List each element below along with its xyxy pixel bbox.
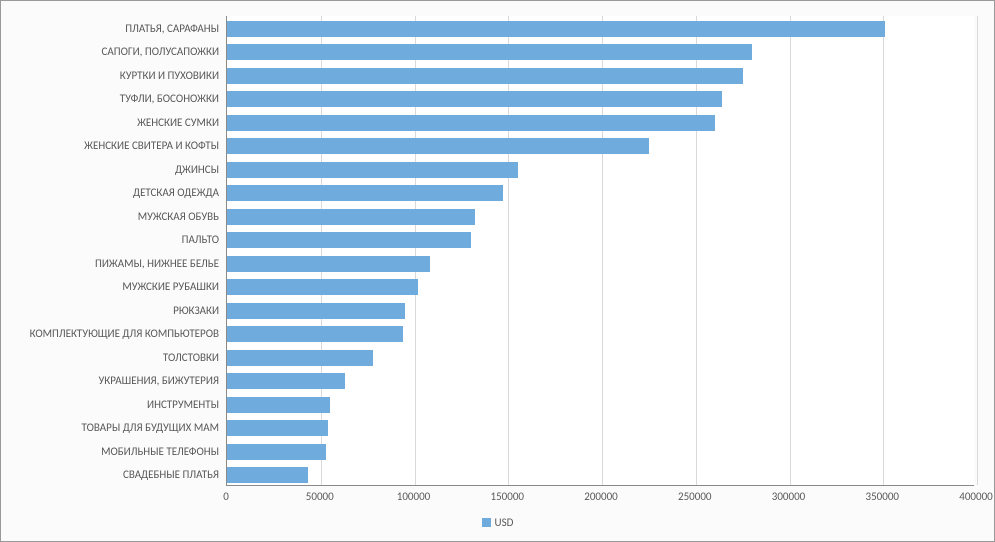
bar (227, 303, 405, 319)
bar (227, 373, 345, 389)
y-category-label: ДЖИНСЫ (0, 162, 219, 178)
bar (227, 326, 403, 342)
y-category-label: КОМПЛЕКТУЮЩИЕ ДЛЯ КОМПЬЮТЕРОВ (0, 326, 219, 342)
bar (227, 44, 752, 60)
x-tick-label: 400000 (959, 490, 992, 503)
y-category-label: ТОВАРЫ ДЛЯ БУДУЩИХ МАМ (0, 420, 219, 436)
bar (227, 444, 326, 460)
bar (227, 68, 743, 84)
y-category-label: ИНСТРУМЕНТЫ (0, 397, 219, 413)
bar (227, 256, 430, 272)
y-category-label: РЮКЗАКИ (0, 303, 219, 319)
y-category-label: ЖЕНСКИЕ СУМКИ (0, 115, 219, 131)
y-category-label: МОБИЛЬНЫЕ ТЕЛЕФОНЫ (0, 444, 219, 460)
gridline (977, 16, 978, 485)
x-tick-label: 250000 (678, 490, 711, 503)
plot-area (226, 16, 974, 486)
gridline (415, 16, 416, 485)
gridline (508, 16, 509, 485)
y-category-label: УКРАШЕНИЯ, БИЖУТЕРИЯ (0, 373, 219, 389)
chart-frame: USD 0 50000 100000 150000 200000 250000 300000… (0, 0, 995, 542)
y-category-label: САПОГИ, ПОЛУСАПОЖКИ (0, 44, 219, 60)
bar (227, 21, 885, 37)
x-tick-label: 0 (223, 490, 229, 503)
gridline (790, 16, 791, 485)
x-tick-label: 150000 (491, 490, 524, 503)
gridline (883, 16, 884, 485)
bar (227, 138, 649, 154)
bar (227, 185, 503, 201)
y-category-label: ПЛАТЬЯ, САРАФАНЫ (0, 21, 219, 37)
legend: USD (1, 515, 994, 529)
bar (227, 350, 373, 366)
y-category-label: ПИЖАМЫ, НИЖНЕЕ БЕЛЬЕ (0, 256, 219, 272)
gridline (696, 16, 697, 485)
x-tick-label: 300000 (772, 490, 805, 503)
bar (227, 209, 475, 225)
bar (227, 397, 330, 413)
y-category-label: СВАДЕБНЫЕ ПЛАТЬЯ (0, 467, 219, 483)
y-category-label: МУЖСКАЯ ОБУВЬ (0, 209, 219, 225)
x-tick-label: 350000 (866, 490, 899, 503)
y-category-label: ДЕТСКАЯ ОДЕЖДА (0, 185, 219, 201)
x-tick-label: 200000 (584, 490, 617, 503)
y-category-label: ТУФЛИ, БОСОНОЖКИ (0, 91, 219, 107)
bar (227, 91, 722, 107)
gridline (602, 16, 603, 485)
bar (227, 279, 418, 295)
y-category-label: ЖЕНСКИЕ СВИТЕРА И КОФТЫ (0, 138, 219, 154)
y-category-label: МУЖСКИЕ РУБАШКИ (0, 279, 219, 295)
bar (227, 115, 715, 131)
x-tick-label: 50000 (306, 490, 334, 503)
gridline (321, 16, 322, 485)
y-category-label: ПАЛЬТО (0, 232, 219, 248)
x-tick-label: 100000 (397, 490, 430, 503)
y-category-label: КУРТКИ И ПУХОВИКИ (0, 68, 219, 84)
y-category-label: ТОЛСТОВКИ (0, 350, 219, 366)
legend-label: USD (495, 516, 514, 529)
bar (227, 420, 328, 436)
legend-swatch (482, 518, 491, 527)
bar (227, 232, 471, 248)
bar (227, 162, 518, 178)
bar (227, 467, 308, 483)
